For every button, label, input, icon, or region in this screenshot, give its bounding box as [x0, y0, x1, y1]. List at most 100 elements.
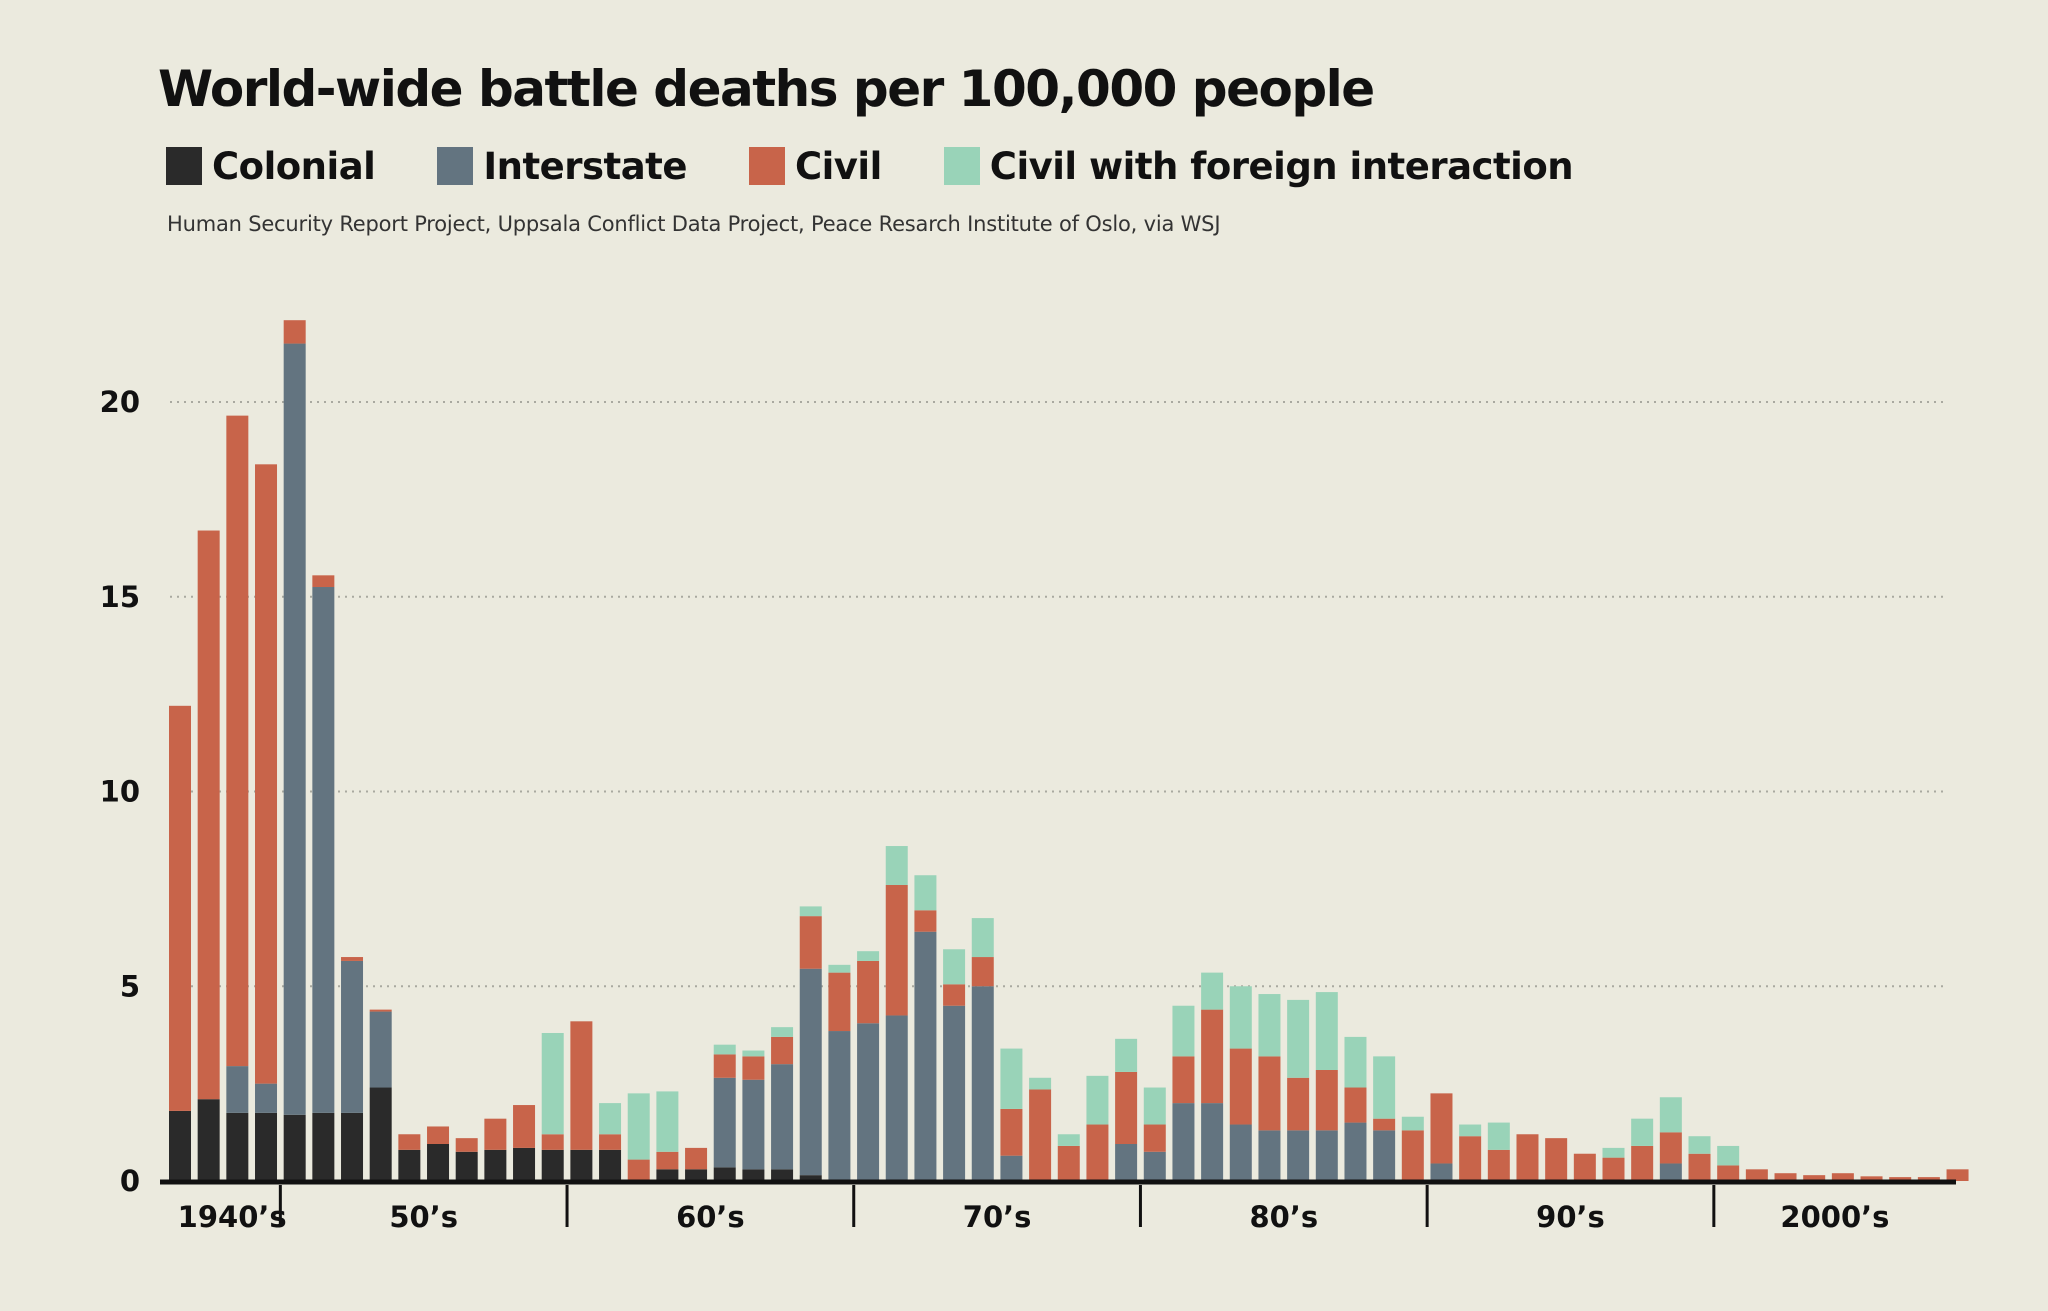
- bar-1977-civil-with-foreign-interaction: [1057, 1134, 1080, 1146]
- bar-1979-civil: [1115, 1071, 1138, 1144]
- bar-1950-civil: [283, 320, 306, 344]
- bar-1955-colonial: [427, 1144, 450, 1181]
- bar-1990-interstate: [1430, 1163, 1453, 1181]
- x-tick-2: 60’s: [676, 1200, 745, 1234]
- bar-1970-interstate: [857, 1023, 880, 1181]
- bar-1989-civil: [1401, 1130, 1424, 1181]
- bar-1969-interstate: [828, 1031, 851, 1181]
- bar-1984-civil-with-foreign-interaction: [1258, 994, 1281, 1057]
- bar-1977-civil: [1057, 1145, 1080, 1181]
- bar-1951-interstate: [312, 587, 335, 1113]
- legend-swatch-civil: [748, 147, 785, 185]
- bar-1983-civil-with-foreign-interaction: [1229, 986, 1252, 1049]
- bar-1974-interstate: [971, 986, 994, 1181]
- bar-1959-civil-with-foreign-interaction: [541, 1032, 564, 1135]
- bar-1952-colonial: [341, 1112, 364, 1181]
- bar-1993-civil: [1516, 1134, 1539, 1181]
- x-tick-3: 70’s: [963, 1200, 1032, 1234]
- legend-label-civil: Civil: [794, 144, 882, 188]
- bar-1958-colonial: [513, 1147, 536, 1181]
- bar-1966-interstate: [742, 1079, 765, 1170]
- bar-2001-civil: [1745, 1169, 1768, 1181]
- bar-1963-civil-with-foreign-interaction: [656, 1091, 679, 1152]
- chart-title: World-wide battle deaths per 100,000 peo…: [158, 60, 1375, 118]
- bar-2006-civil: [1889, 1177, 1912, 1181]
- bar-1985-interstate: [1287, 1130, 1310, 1181]
- bar-1984-civil: [1258, 1056, 1281, 1131]
- x-axis: [160, 1179, 1956, 1227]
- bar-1969-civil: [828, 972, 851, 1032]
- bar-1988-civil: [1373, 1118, 1396, 1131]
- bar-1974-civil-with-foreign-interaction: [971, 918, 994, 958]
- bar-1970-civil: [857, 960, 880, 1024]
- bar-1996-civil: [1602, 1157, 1625, 1181]
- grid-lines: [170, 401, 1945, 988]
- bar-1998-civil: [1659, 1132, 1682, 1164]
- bar-1980-civil: [1143, 1124, 1166, 1152]
- bar-1947-civil: [197, 530, 220, 1100]
- bar-1948-civil: [226, 415, 249, 1067]
- bar-1981-civil: [1172, 1056, 1195, 1104]
- bar-1949-interstate: [255, 1083, 278, 1113]
- y-tick-20: 20: [100, 385, 140, 419]
- bar-1992-civil-with-foreign-interaction: [1487, 1122, 1510, 1150]
- bar-1961-civil-with-foreign-interaction: [599, 1103, 622, 1135]
- bar-1996-civil-with-foreign-interaction: [1602, 1147, 1625, 1158]
- bar-1967-interstate: [771, 1064, 794, 1170]
- bar-1946-colonial: [169, 1110, 191, 1181]
- bar-1967-civil-with-foreign-interaction: [771, 1027, 794, 1037]
- bar-1948-colonial: [226, 1112, 249, 1181]
- bar-2004-civil: [1831, 1173, 1854, 1181]
- bar-1980-civil-with-foreign-interaction: [1143, 1087, 1166, 1125]
- bar-1986-civil-with-foreign-interaction: [1315, 992, 1338, 1070]
- bar-1953-interstate: [369, 1011, 392, 1088]
- x-tick-5: 90’s: [1536, 1200, 1605, 1234]
- bar-group: [169, 320, 1969, 1181]
- bar-1999-civil-with-foreign-interaction: [1688, 1136, 1711, 1154]
- bar-1948-interstate: [226, 1066, 249, 1113]
- bar-1985-civil: [1287, 1077, 1310, 1131]
- y-axis-ticks: 0 5 10 15 20: [100, 385, 140, 1198]
- bar-1990-civil: [1430, 1093, 1453, 1164]
- bar-1998-interstate: [1659, 1163, 1682, 1181]
- bar-1971-interstate: [885, 1015, 908, 1181]
- bar-1979-civil-with-foreign-interaction: [1115, 1038, 1138, 1072]
- bar-1997-civil: [1631, 1145, 1654, 1181]
- bar-1968-colonial: [799, 1175, 822, 1181]
- legend-item-interstate: Interstate: [437, 145, 687, 188]
- bar-1961-civil: [599, 1134, 622, 1150]
- bar-1952-interstate: [341, 960, 364, 1113]
- bar-1997-civil-with-foreign-interaction: [1631, 1118, 1654, 1146]
- bar-1980-interstate: [1143, 1151, 1166, 1181]
- legend-item-civil-foreign: Civil with foreign interaction: [943, 144, 1574, 188]
- bar-1946-civil: [169, 705, 191, 1111]
- bar-1958-civil: [513, 1105, 536, 1148]
- bar-1965-interstate: [713, 1077, 736, 1168]
- bar-1975-civil-with-foreign-interaction: [1000, 1048, 1023, 1109]
- bar-1962-civil-with-foreign-interaction: [627, 1093, 650, 1160]
- bar-1982-civil-with-foreign-interaction: [1201, 972, 1224, 1010]
- bar-1967-colonial: [771, 1169, 794, 1181]
- legend: Colonial Interstate Civil Civil with for…: [166, 143, 1635, 189]
- legend-item-colonial: Colonial: [166, 145, 376, 188]
- legend-label-civil-foreign: Civil with foreign interaction: [989, 144, 1574, 188]
- bar-2003-civil: [1803, 1175, 1826, 1181]
- bar-1982-civil: [1201, 1009, 1224, 1104]
- bar-1992-civil: [1487, 1149, 1510, 1181]
- bar-1960-civil: [570, 1021, 593, 1150]
- bar-2002-civil: [1774, 1173, 1797, 1181]
- bar-1986-interstate: [1315, 1130, 1338, 1181]
- bar-1963-civil: [656, 1151, 679, 1170]
- bar-1984-interstate: [1258, 1130, 1281, 1181]
- bar-1981-civil-with-foreign-interaction: [1172, 1005, 1195, 1057]
- bar-1987-civil: [1344, 1087, 1367, 1123]
- bar-1983-interstate: [1229, 1124, 1252, 1181]
- bar-1950-colonial: [283, 1114, 306, 1181]
- x-tick-1: 50’s: [389, 1200, 458, 1234]
- bar-1998-civil-with-foreign-interaction: [1659, 1097, 1682, 1133]
- bar-1951-colonial: [312, 1112, 335, 1181]
- bar-1965-colonial: [713, 1167, 736, 1181]
- bar-2007-civil: [1917, 1177, 1940, 1181]
- bar-1969-civil-with-foreign-interaction: [828, 964, 851, 973]
